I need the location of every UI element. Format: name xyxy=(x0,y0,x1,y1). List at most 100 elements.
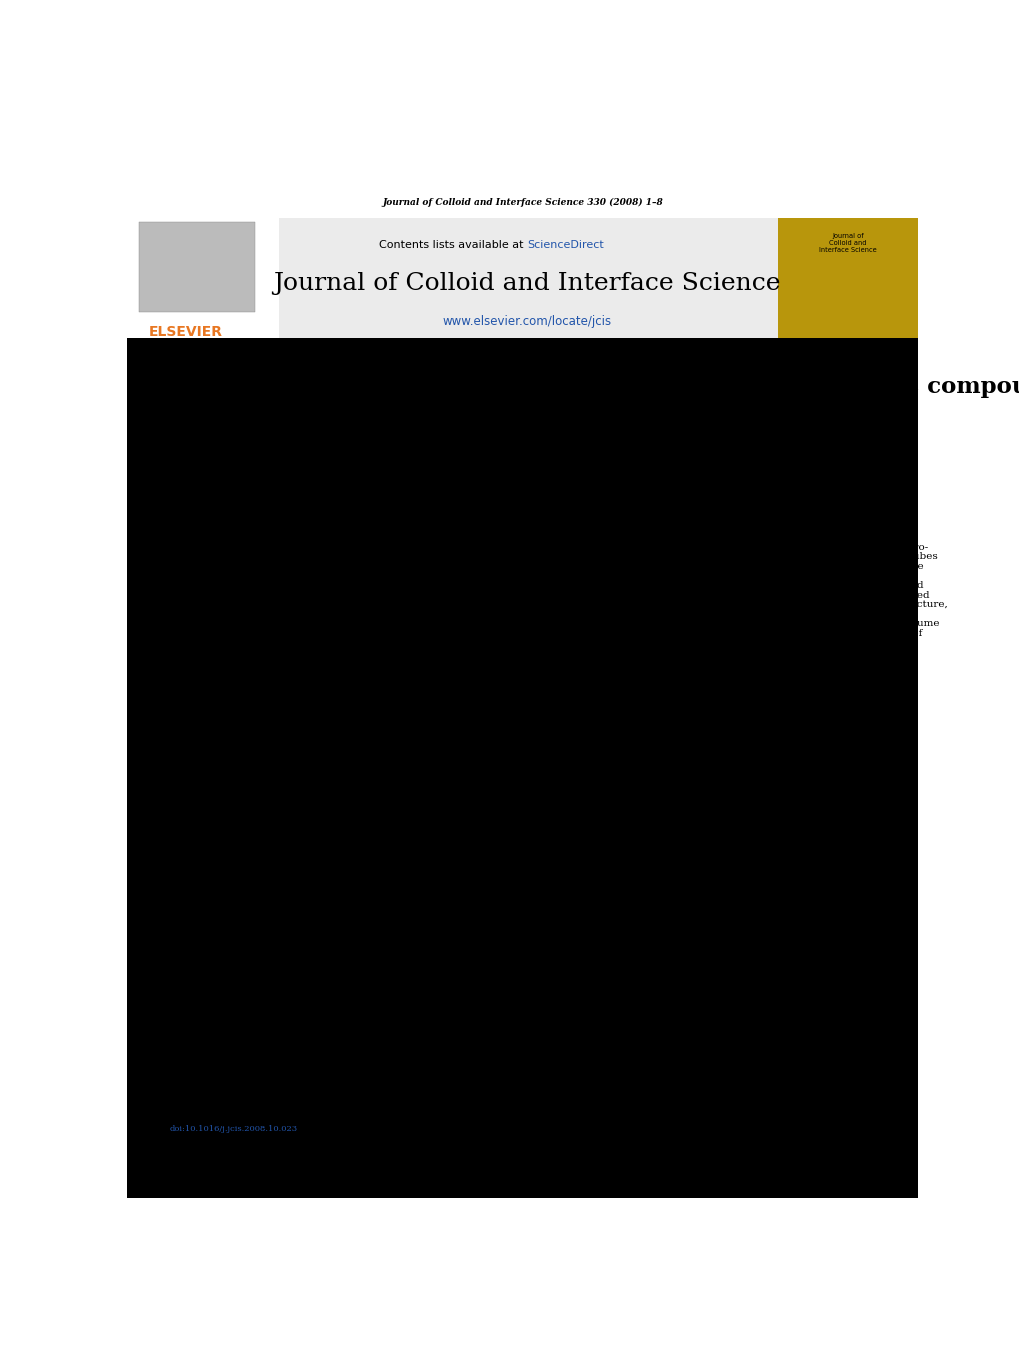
Text: , Gary Owens: , Gary Owens xyxy=(571,446,661,458)
Text: number, and position of nitro groups of NACs were the main factors affecting the: number, and position of nitro groups of … xyxy=(383,609,905,619)
Text: an electron donor–acceptor (EDA) complex between NACs (electron: an electron donor–acceptor (EDA) complex… xyxy=(538,877,897,886)
Text: been studied for many years and involve electrostatic and disper-: been studied for many years and involve … xyxy=(538,904,882,913)
Text: © 2008 Elsevier Inc. All rights reserved.: © 2008 Elsevier Inc. All rights reserved… xyxy=(661,654,874,663)
Bar xyxy=(777,219,917,338)
Text: a: a xyxy=(565,442,571,451)
Text: dicated that oxidative treatments may not always beneficially en-: dicated that oxidative treatments may no… xyxy=(538,777,880,786)
Text: the positions of the methyl groups on xylene molecules and the: the positions of the methyl groups on xy… xyxy=(538,713,871,723)
Text: , Xiao-Quan Shan: , Xiao-Quan Shan xyxy=(246,446,363,458)
Text: compounds from water [2–8]. The sorption properties of CNTs: compounds from water [2–8]. The sorption… xyxy=(170,769,498,777)
Text: in the maximum sorption capacity of naphthalene. This study in-: in the maximum sorption capacity of naph… xyxy=(538,769,876,777)
Text: emission, in hydrogen storage, and as chemical sensors. Due to: emission, in hydrogen storage, and as ch… xyxy=(170,723,504,732)
Text: tron donor). Sorption properties of NACs on activated carbon have: tron donor). Sorption properties of NACs… xyxy=(538,896,891,905)
Text: model, while both Langmuir and Freundlich models described the sorption isotherm: model, while both Langmuir and Freundlic… xyxy=(383,571,901,581)
Text: Nitric acid oxidization: Nitric acid oxidization xyxy=(170,631,286,640)
Text: A R T I C L E   I N F O: A R T I C L E I N F O xyxy=(170,519,277,530)
Text: organic chemicals [2,3,5]. For example, following treatment with: organic chemicals [2,3,5]. For example, … xyxy=(170,832,512,840)
Text: Sorption thermodynamics: Sorption thermodynamics xyxy=(170,651,307,661)
Text: oxides on CNTs created polar regions that reduced the surface area: oxides on CNTs created polar regions tha… xyxy=(538,740,896,750)
Text: ELSEVIER: ELSEVIER xyxy=(149,324,222,339)
Text: E-mail addresses: xiaoquan@rcees.ac.cn (X.-Q. Shan), dmdong@mail.jlu.edu.cn: E-mail addresses: xiaoquan@rcees.ac.cn (… xyxy=(170,1089,514,1097)
Text: c: c xyxy=(642,442,647,451)
Text: [10,11]. Electrostatic interactions dominate when the adsorbate is: [10,11]. Electrostatic interactions domi… xyxy=(538,923,888,932)
Text: ular weight and relatively polar trihalomethane molecules [3]. In: ular weight and relatively polar trihalo… xyxy=(170,850,512,859)
Text: another study, oxidation with nitric acid increased the sorption: another study, oxidation with nitric aci… xyxy=(170,859,501,869)
Text: Sorption kinetics: Sorption kinetics xyxy=(170,642,260,650)
Text: cides, explosives, and intermediates in the synthesis of dyes and: cides, explosives, and intermediates in … xyxy=(538,813,877,823)
Text: sorption thermodynamic parameters of equilibrium constant (K₀), standard free en: sorption thermodynamic parameters of equ… xyxy=(383,581,923,590)
Bar xyxy=(127,338,917,347)
Text: available for naphthalene sorption, and that as little as a 10% in-: available for naphthalene sorption, and … xyxy=(538,750,879,759)
Text: a,b: a,b xyxy=(234,442,249,451)
Text: manganate (KMnO₄), and nitric acid (HNO₃) [2,5]. Such oxidation: manganate (KMnO₄), and nitric acid (HNO₃… xyxy=(170,796,515,805)
Text: phenol (pNP), and nitrobenzene (NB) on as-grown and nitric acid-oxidized multiwa: phenol (pNP), and nitrobenzene (NB) on a… xyxy=(383,553,937,561)
Text: A B S T R A C T: A B S T R A C T xyxy=(383,519,461,530)
Text: of p-xylene, while decreasing the sorption of o-xylene on single-: of p-xylene, while decreasing the sorpti… xyxy=(170,869,505,877)
Text: www.elsevier.com/locate/jcis: www.elsevier.com/locate/jcis xyxy=(441,315,610,328)
Text: , De-Ming Dong: , De-Ming Dong xyxy=(375,446,481,458)
Text: ᵃ College of Environment and Resources, Jilin University, Changchun 130012, Chin: ᵃ College of Environment and Resources, … xyxy=(170,470,494,478)
Bar xyxy=(139,222,255,312)
Text: presence of oxygen-containing groups on the surface of SWCNTs: presence of oxygen-containing groups on … xyxy=(538,723,880,732)
Text: Xiu-E Shen: Xiu-E Shen xyxy=(170,446,245,458)
Text: Accepted 11 October 2008: Accepted 11 October 2008 xyxy=(170,566,311,574)
Text: 0021-9797/$ – see front matter  © 2008 Elsevier Inc. All rights reserved.: 0021-9797/$ – see front matter © 2008 El… xyxy=(170,1116,478,1124)
Text: ScienceDirect: ScienceDirect xyxy=(527,240,603,250)
Text: ported [7] that CNTs have a stronger affinity for NACs than for: ported [7] that CNTs have a stronger aff… xyxy=(538,859,870,869)
Text: investigate sorption of specific compounds on a case by case basis.: investigate sorption of specific compoun… xyxy=(538,796,891,804)
Text: hance sorption of organic compounds and pointed to the need to: hance sorption of organic compounds and … xyxy=(538,786,878,796)
Text: increasing the surface area and introducing oxygen-containing: increasing the surface area and introduc… xyxy=(170,813,500,823)
Text: NACs onto MWCNTs.: NACs onto MWCNTs. xyxy=(383,639,496,647)
Text: can be modified by chemical oxidation treatments using sodium: can be modified by chemical oxidation tr… xyxy=(170,777,505,786)
Text: capacity. Treatment of the MWCNTs with nitric acid increased both the surface ar: capacity. Treatment of the MWCNTs with n… xyxy=(383,620,938,628)
Text: Journal of Colloid and Interface Science 330 (2008) 1–8: Journal of Colloid and Interface Science… xyxy=(382,197,662,207)
Text: ᶜ Centre for Environmental Risk Assessment and Remediation, University of South : ᶜ Centre for Environmental Risk Assessme… xyxy=(170,490,664,499)
Text: tron donors such as oxygen-containing groups. It was recently re-: tron donors such as oxygen-containing gr… xyxy=(538,850,884,859)
Text: Nitroaromatic compounds (NACs) are widely used as pesti-: Nitroaromatic compounds (NACs) are widel… xyxy=(538,805,860,813)
Bar xyxy=(127,219,278,338)
Text: walled carbon nanotubes (SWCNTs), suggesting that the sorption: walled carbon nanotubes (SWCNTs), sugges… xyxy=(170,877,517,886)
Text: Available online 1 November 2008: Available online 1 November 2008 xyxy=(170,577,352,585)
Text: hypochlorite (NaOCl), hydrogen peroxide (H₂O₂), potassium per-: hypochlorite (NaOCl), hydrogen peroxide … xyxy=(170,786,511,796)
Text: crease in surface oxygen concentration resulted in a 70% decrease: crease in surface oxygen concentration r… xyxy=(538,759,891,769)
Text: dissociated under the experimental conditions, while three mecha-: dissociated under the experimental condi… xyxy=(538,932,890,940)
Text: Journal of Colloid and Interface Science: Journal of Colloid and Interface Science xyxy=(273,273,780,296)
Text: (D.-M. Dong).: (D.-M. Dong). xyxy=(170,1098,227,1106)
Text: other high-volume chemicals. NACs are highly polar and often: other high-volume chemicals. NACs are hi… xyxy=(538,823,866,832)
Text: 1.  Introduction: 1. Introduction xyxy=(170,690,274,704)
Text: enthalpy (ΔH), and standard entropy changes (ΔS) were measured. The values of ΔH: enthalpy (ΔH), and standard entropy chan… xyxy=(383,590,929,600)
Text: act as strong electron acceptors when interacting with adsorbent-: act as strong electron acceptors when in… xyxy=(538,832,887,840)
Text: a,∗: a,∗ xyxy=(480,442,494,451)
Text: The sorption kinetics and thermodynamics of 1,3-dinitrobenzene (DNB), m-nitrotol: The sorption kinetics and thermodynamics… xyxy=(383,543,927,551)
Text: functional groups [6,9], hence altering the sorption properties for: functional groups [6,9], hence altering … xyxy=(170,823,517,832)
Text: ᵇ State Key Laboratory of Environmental Chemistry and Ecotoxicology, Research Ce: ᵇ State Key Laboratory of Environmental … xyxy=(170,480,905,488)
Bar xyxy=(278,219,777,338)
Text: Kinetics and thermodynamics of sorption of nitroaromatic compounds to
as-grown a: Kinetics and thermodynamics of sorption … xyxy=(170,376,1019,426)
Text: their high surface area and large micropore volume, CNTs are also: their high surface area and large microp… xyxy=(170,732,523,740)
Text: port of their successful removal of dioxins [1], CNTs have been: port of their successful removal of diox… xyxy=(170,750,501,759)
Text: Contents lists available at: Contents lists available at xyxy=(378,240,526,250)
Text: Received 19 May 2008: Received 19 May 2008 xyxy=(170,555,289,563)
Text: acid, CNTs become more suitable for the sorption of low molec-: acid, CNTs become more suitable for the … xyxy=(170,840,504,850)
Text: Journal of
Colloid and
Interface Science: Journal of Colloid and Interface Science xyxy=(818,232,876,253)
Text: containing structures with high electron polarization or with elec-: containing structures with high electron… xyxy=(538,840,886,850)
Text: utilized for the sorption of a large number of different organic: utilized for the sorption of a large num… xyxy=(170,759,497,769)
Text: * Corresponding authors. Fax: +86 10 62923563.: * Corresponding authors. Fax: +86 10 629… xyxy=(170,1078,379,1086)
Text: (MWCNTs) were investigated. The sorption kinetics was well described by a pseudo: (MWCNTs) were investigated. The sorption… xyxy=(383,562,923,571)
Text: sive interactions between the adsorbate and the activated carbon: sive interactions between the adsorbate … xyxy=(538,913,883,923)
Text: of o-xylene and p-xylene onto SWCNTs was mainly influenced by: of o-xylene and p-xylene onto SWCNTs was… xyxy=(538,705,877,713)
Text: , Xiu-Yi Hua: , Xiu-Yi Hua xyxy=(491,446,570,458)
Text: Carbon nanotubes (CNTs) have unique physicochemical and: Carbon nanotubes (CNTs) have unique phys… xyxy=(170,705,497,713)
Text: acceptor) and the graphene sheets of the carbon nanotubes (elec-: acceptor) and the graphene sheets of the… xyxy=(538,886,886,896)
Text: [5]. However, a recent study [8] revealed that incorporated surface: [5]. However, a recent study [8] reveale… xyxy=(538,732,892,740)
Text: that the sorption of nitroaromatics (NACs) onto MWCNTs was exothermic and sponta: that the sorption of nitroaromatics (NAC… xyxy=(383,600,947,609)
Text: and introduced oxygen-containing functional groups to the MWCNTs, which depresse: and introduced oxygen-containing functio… xyxy=(383,630,922,638)
Text: Article history:: Article history: xyxy=(170,543,249,551)
Text: Keywords:: Keywords: xyxy=(170,600,225,608)
Text: doi:10.1016/j.jcis.2008.10.023: doi:10.1016/j.jcis.2008.10.023 xyxy=(170,1125,298,1133)
Text: electrical properties and have widespread applications in field: electrical properties and have widesprea… xyxy=(170,713,498,723)
Text: treatments are able to remove impurities and hemispherical caps,: treatments are able to remove impurities… xyxy=(170,805,518,813)
Text: Multiwalled carbon nanotubes: Multiwalled carbon nanotubes xyxy=(170,620,330,630)
Text: Nitroaromatic compounds: Nitroaromatic compounds xyxy=(170,611,308,619)
Text: considered to be extremely good adsorbents and since the first re-: considered to be extremely good adsorben… xyxy=(170,740,521,750)
